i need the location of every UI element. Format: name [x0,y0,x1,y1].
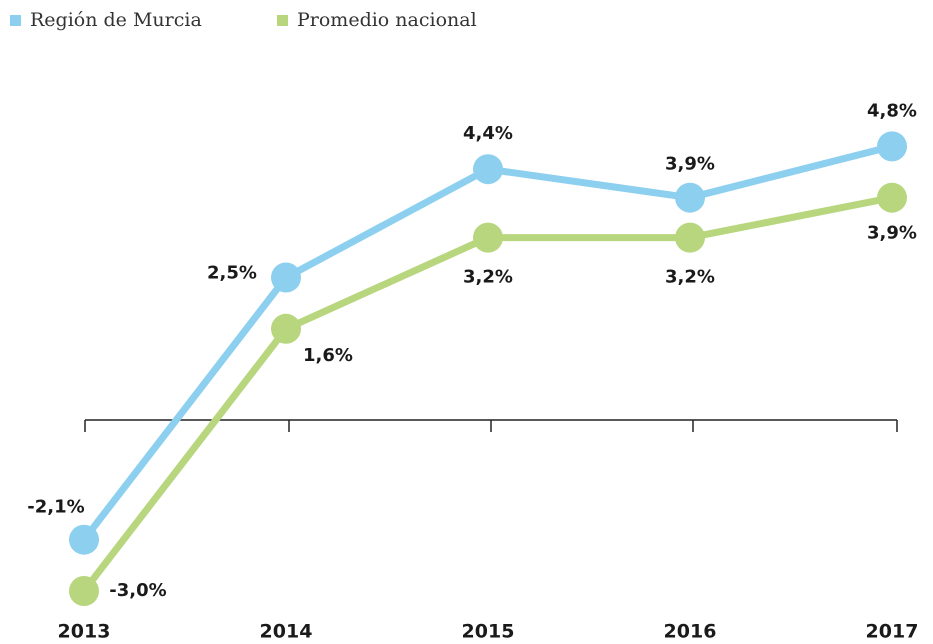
data-point [69,576,99,606]
data-point [271,313,301,344]
legend-swatch [10,15,21,26]
data-label: -2,1% [27,497,84,518]
data-label: 3,2% [665,267,715,288]
data-label: 2,5% [207,263,257,284]
data-point [675,222,705,253]
x-tick-label: 2013 [58,621,111,643]
x-tick-label: 2016 [664,621,717,643]
data-point [271,262,301,293]
data-label: 4,4% [463,123,513,144]
data-point [877,131,907,162]
data-label: 3,2% [463,267,513,288]
data-label: 4,8% [867,100,917,121]
data-label: 1,6% [303,345,353,366]
series-line [81,194,893,594]
data-point [473,222,503,253]
data-label: 3,9% [867,223,917,244]
series-line [81,143,893,542]
x-tick-label: 2014 [260,621,313,643]
legend-swatch [277,15,288,26]
x-tick-label: 2015 [462,621,515,643]
data-point [877,182,907,213]
data-point [473,154,503,185]
data-label: -3,0% [109,580,166,601]
data-point [69,524,99,555]
legend-label: Región de Murcia [30,9,202,31]
data-label: 3,9% [665,154,715,175]
legend-label: Promedio nacional [297,9,477,31]
data-point [675,182,705,213]
x-tick-label: 2017 [866,621,919,643]
